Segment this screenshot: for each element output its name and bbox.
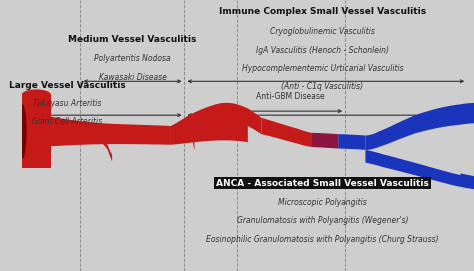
Text: Medium Vessel Vasculitis: Medium Vessel Vasculitis	[68, 35, 197, 44]
Text: Kawasaki Disease: Kawasaki Disease	[99, 73, 166, 82]
Polygon shape	[191, 127, 194, 150]
Polygon shape	[460, 173, 474, 188]
Text: Microscopic Polyangitis: Microscopic Polyangitis	[278, 198, 367, 207]
Text: Immune Complex Small Vessel Vasculitis: Immune Complex Small Vessel Vasculitis	[219, 7, 426, 16]
Polygon shape	[103, 141, 112, 161]
Ellipse shape	[22, 89, 51, 100]
Polygon shape	[311, 133, 338, 149]
Polygon shape	[261, 118, 311, 147]
Text: Granulomatosis with Polyangitis (Wegener's): Granulomatosis with Polyangitis (Wegener…	[237, 216, 408, 225]
Polygon shape	[365, 150, 474, 189]
Polygon shape	[50, 117, 171, 146]
Text: Large Vessel Vasculitis: Large Vessel Vasculitis	[9, 81, 125, 90]
Polygon shape	[338, 134, 365, 150]
Text: Cryoglobulinemic Vasculitis: Cryoglobulinemic Vasculitis	[270, 27, 375, 36]
Text: Anti-GBM Disease: Anti-GBM Disease	[256, 92, 325, 101]
Text: (Anti - C1q Vasculitis): (Anti - C1q Vasculitis)	[282, 82, 364, 91]
Text: Eosinophilic Granulomatosis with Polyangitis (Churg Strauss): Eosinophilic Granulomatosis with Polyang…	[206, 235, 439, 244]
Polygon shape	[171, 119, 248, 145]
Text: Polyarteritis Nodosa: Polyarteritis Nodosa	[94, 54, 171, 63]
Polygon shape	[365, 103, 474, 150]
Text: Takayasu Arteritis: Takayasu Arteritis	[33, 99, 101, 108]
Text: Hypocomplementemic Urticarial Vasculitis: Hypocomplementemic Urticarial Vasculitis	[242, 64, 403, 73]
Polygon shape	[171, 103, 261, 141]
Text: Giant Cell Arteritis: Giant Cell Arteritis	[32, 117, 102, 126]
Ellipse shape	[18, 104, 27, 159]
Polygon shape	[22, 95, 51, 168]
Text: IgA Vasculitis (Henoch - Schonlein): IgA Vasculitis (Henoch - Schonlein)	[256, 46, 389, 54]
Text: ANCA - Associated Small Vessel Vasculitis: ANCA - Associated Small Vessel Vasculiti…	[216, 179, 429, 188]
